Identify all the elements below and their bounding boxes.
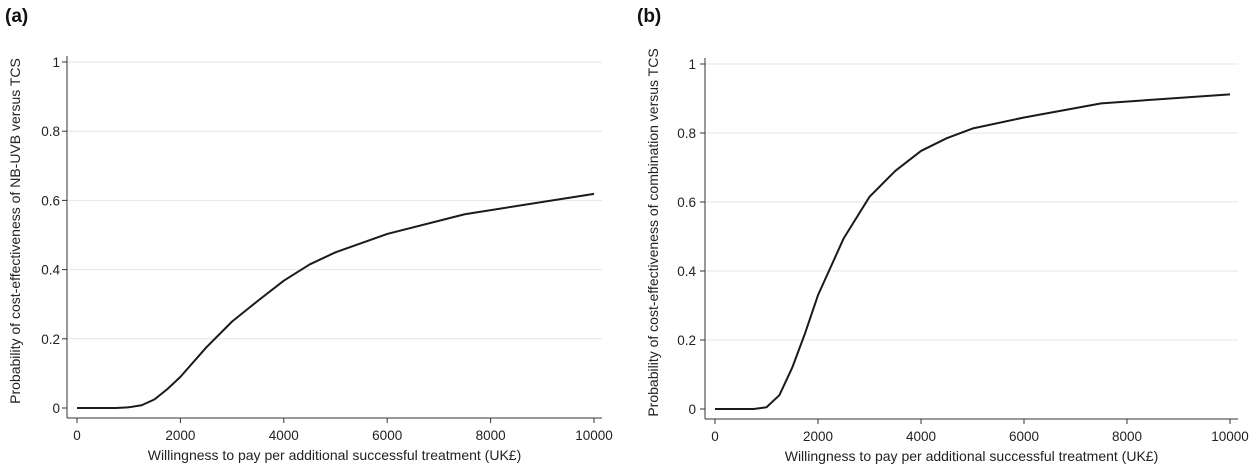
y-tick-label: 0 — [688, 402, 696, 417]
y-axis-title: Probability of cost-effectiveness of NB-… — [7, 58, 23, 404]
y-tick-label: 0.2 — [41, 332, 60, 347]
chart-panel-b: 0 0.2 0.4 0.6 0.8 1 0 2000 4000 6000 8000 10000 Will… — [637, 6, 1249, 464]
y-tick-label: 0 — [52, 401, 60, 416]
x-tick-label: 8000 — [476, 428, 506, 443]
x-tick-label: 10000 — [575, 428, 613, 443]
y-tick-label: 0.6 — [41, 193, 60, 208]
series-line — [715, 93, 1231, 410]
x-tick-label: 2000 — [803, 429, 833, 444]
y-tick-label: 1 — [52, 55, 60, 70]
panel-label: (b) — [637, 6, 661, 27]
series-line — [77, 192, 595, 409]
y-axis-title: Probability of cost-effectiveness of com… — [645, 48, 661, 416]
y-tick-label: 0.6 — [677, 195, 696, 210]
x-tick-label: 4000 — [269, 428, 299, 443]
x-tick-label: 0 — [73, 428, 81, 443]
x-tick-label: 4000 — [906, 429, 936, 444]
y-tick-label: 0.4 — [677, 264, 696, 279]
y-tick-label: 0.8 — [41, 124, 60, 139]
x-tick-label: 8000 — [1112, 429, 1142, 444]
y-tick-label: 0.2 — [677, 333, 696, 348]
y-tick-label: 0.4 — [41, 263, 60, 278]
panel-label: (a) — [5, 6, 28, 27]
x-tick-label: 0 — [711, 429, 719, 444]
x-axis-title: Willingness to pay per additional succes… — [148, 447, 522, 463]
x-tick-label: 2000 — [165, 428, 195, 443]
y-tick-label: 1 — [688, 57, 696, 72]
x-tick-label: 10000 — [1211, 429, 1249, 444]
y-tick-label: 0.8 — [677, 126, 696, 141]
x-axis-title: Willingness to pay per additional succes… — [785, 448, 1159, 464]
x-tick-label: 6000 — [372, 428, 402, 443]
x-tick-label: 6000 — [1009, 429, 1039, 444]
chart-panel-a: 0 0.2 0.4 0.6 0.8 1 0 2000 4000 6000 8000 10000 Will… — [5, 6, 613, 463]
